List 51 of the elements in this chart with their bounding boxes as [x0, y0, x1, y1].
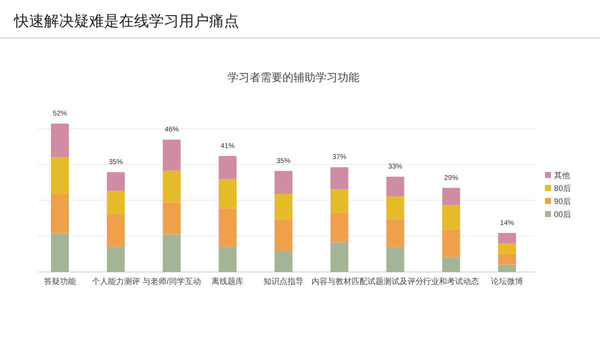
bar: [106, 190, 125, 215]
bar: [330, 167, 348, 190]
bar: [106, 214, 125, 247]
legend-label: 90后: [554, 197, 571, 206]
bar: [386, 176, 404, 196]
bar: [442, 188, 460, 205]
x-tick-label: 行业和考试动态: [423, 277, 480, 286]
legend-label: 00后: [554, 210, 571, 219]
bar: [498, 254, 516, 265]
legend-label: 其他: [554, 171, 570, 180]
x-tick-label: 离线题库: [212, 277, 244, 286]
bar: [330, 212, 348, 242]
bar: [330, 189, 348, 213]
x-tick-label: 论坛微博: [491, 277, 524, 286]
x-tick-label: 答疑功能: [44, 277, 76, 286]
bar: [386, 219, 404, 247]
legend-label: 80后: [554, 184, 571, 193]
bar: [51, 157, 69, 194]
bar: [274, 194, 292, 220]
bar: [498, 232, 516, 244]
bar: [386, 196, 404, 220]
bar: [218, 156, 237, 179]
bar: [442, 204, 460, 230]
bar: [442, 257, 460, 272]
x-tick-label: 知识点指导: [264, 277, 304, 286]
bar: [162, 234, 181, 272]
bar: [51, 194, 69, 234]
bar: [51, 124, 69, 158]
bar: [498, 243, 516, 254]
x-tick-label: 个人能力测评: [92, 277, 140, 286]
x-tick-label: 试题测试及评分: [367, 277, 424, 286]
bar: [274, 250, 292, 272]
bar: [106, 246, 125, 272]
bar: [386, 246, 404, 272]
bar: [218, 178, 237, 208]
bar: [274, 220, 292, 251]
bar: [330, 242, 348, 272]
bar: [51, 233, 69, 272]
bar: [218, 246, 237, 272]
bar: [106, 172, 125, 191]
x-tick-label: 内容与教材匹配: [311, 277, 368, 286]
bar: [162, 140, 181, 171]
chart-subtitle: 学习者需要的辅助学习功能: [228, 71, 360, 84]
chart-title: 快速解决疑难是在线学习用户痛点: [13, 13, 239, 30]
x-tick-label: 与老师/同学互动: [142, 277, 201, 286]
bar: [162, 170, 181, 202]
bar: [162, 202, 181, 234]
bar: [498, 264, 516, 272]
bar: [218, 208, 237, 247]
bar: [274, 170, 292, 194]
bar: [442, 229, 460, 258]
